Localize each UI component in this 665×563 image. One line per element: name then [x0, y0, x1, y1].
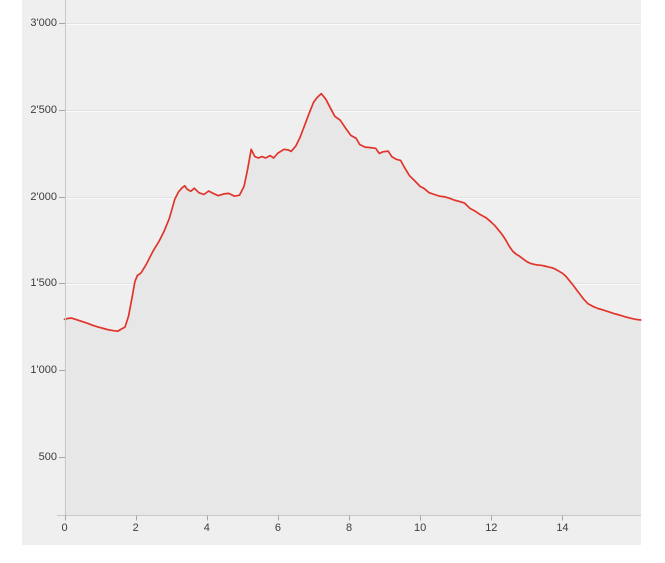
y-axis-label: 500 — [38, 450, 57, 463]
x-axis-label: 2 — [132, 522, 139, 534]
y-axis-label: 3'000 — [30, 16, 57, 29]
x-axis-label: 10 — [414, 522, 427, 534]
area-fill — [64, 93, 641, 516]
x-axis-label: 12 — [485, 522, 498, 534]
x-axis-label: 4 — [203, 522, 210, 534]
x-axis-label: 6 — [274, 522, 281, 534]
y-axis-label: 2'500 — [30, 103, 57, 116]
x-axis-label: 0 — [61, 522, 68, 534]
x-axis-label: 14 — [556, 522, 569, 534]
y-axis-label: 2'000 — [30, 190, 57, 203]
elevation-line — [63, 92, 642, 332]
y-axis-label: 1'000 — [30, 364, 57, 377]
x-axis-label: 8 — [345, 522, 353, 534]
y-axis-label: 1'500 — [30, 277, 57, 290]
